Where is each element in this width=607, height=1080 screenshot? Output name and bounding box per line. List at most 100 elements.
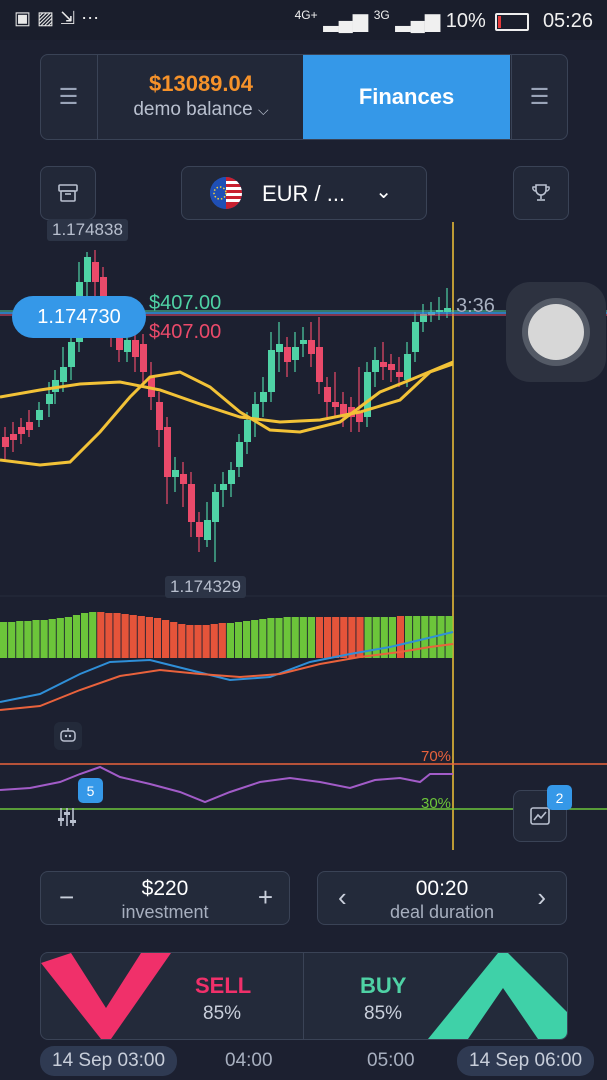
histogram-bar (202, 625, 210, 658)
candle-body (2, 437, 9, 447)
joystick-knob[interactable] (528, 304, 584, 360)
status-right: 4G+ ▂▄▆ 3G ▂▄▆ 10% 05:26 (295, 8, 593, 33)
duration-value[interactable]: 00:20 (415, 877, 469, 900)
buy-button[interactable]: BUY 85% (303, 953, 567, 1039)
chevron-down-icon: ⌵ (258, 102, 269, 118)
battery-percent: 10% (445, 10, 486, 32)
investment-control: − $220 investment + (40, 871, 290, 925)
finances-button[interactable]: Finances (303, 55, 510, 139)
candle-body (212, 492, 219, 522)
tournaments-button[interactable] (513, 166, 569, 220)
side-menu-button[interactable]: ☰ (511, 55, 567, 139)
histogram-bar (299, 617, 307, 658)
histogram-bar (275, 618, 283, 658)
histogram-bar (364, 617, 372, 658)
countdown-timer: 3:36 (456, 295, 495, 317)
candle-body (356, 412, 363, 422)
candle-body (260, 392, 267, 402)
investment-value[interactable]: $220 (141, 877, 189, 900)
candle-body (156, 402, 163, 430)
histogram-bar (178, 624, 186, 658)
candle-body (68, 342, 75, 367)
indicators-button[interactable] (44, 800, 90, 834)
candle-body (52, 380, 59, 392)
decrease-duration-button[interactable]: ‹ (338, 882, 347, 912)
down-payout: $407.00 (149, 321, 222, 343)
histogram-bar (24, 621, 32, 658)
chevron-down-icon: ⌄ (375, 181, 392, 203)
candle-body (412, 322, 419, 352)
signal-icon: ▂▄▆ (323, 10, 369, 32)
rsi-lower-label: 30% (421, 795, 452, 812)
time-label-2: 04:00 (225, 1050, 273, 1071)
buy-percent: 85% (364, 1003, 403, 1024)
time-label-start: 14 Sep 03:00 (40, 1046, 178, 1076)
histogram-bar (307, 617, 315, 658)
time-label-3: 05:00 (367, 1050, 415, 1071)
eu-us-flag-icon (210, 177, 242, 209)
candle-body (364, 372, 371, 417)
sell-arrow-icon (41, 953, 171, 1039)
histogram-bar (413, 616, 421, 658)
histogram-bar (291, 617, 299, 658)
chart-tools-icon (530, 807, 550, 825)
current-price-badge: 1.174730 (12, 296, 146, 338)
histogram-bar (218, 623, 226, 658)
low-price-label: 1.174329 (165, 576, 246, 598)
histogram-bar (315, 617, 324, 658)
candle-body (180, 474, 187, 484)
menu-button[interactable]: ☰ (41, 55, 96, 139)
candle-body (220, 484, 227, 490)
rsi-upper-label: 70% (421, 748, 452, 765)
sliders-icon (58, 808, 76, 826)
histogram-bar (8, 622, 16, 658)
time-axis: 14 Sep 03:00 04:00 05:00 14 Sep 06:00 (0, 1043, 607, 1080)
candle-body (196, 522, 203, 537)
assets-box-button[interactable] (40, 166, 96, 220)
buy-arrow-icon (428, 953, 567, 1039)
histogram-bar (332, 617, 340, 658)
histogram-bar (170, 622, 178, 658)
histogram-bar (437, 616, 445, 658)
candle-body (18, 427, 25, 434)
histogram-bar (16, 621, 24, 658)
histogram-bar (259, 619, 267, 658)
histogram-bar (405, 616, 413, 658)
histogram-bar (267, 618, 275, 658)
indicator-settings-button[interactable] (54, 722, 82, 750)
candle-body (300, 340, 307, 344)
battery-icon (495, 12, 530, 31)
status-left-icons: ▣▨⇲⋯ (14, 8, 105, 29)
candle-body (284, 347, 291, 362)
candle-body (388, 364, 395, 370)
increase-investment-button[interactable]: + (257, 882, 273, 912)
histogram-bar (243, 621, 251, 658)
clock: 05:26 (542, 10, 593, 32)
histogram-bar (234, 622, 243, 658)
candle-body (252, 404, 259, 420)
candle-body (404, 354, 411, 380)
balance-selector[interactable]: $13089.04 demo balance ⌵ (97, 55, 304, 139)
high-price-label: 1.174838 (47, 219, 128, 241)
candle-body (60, 367, 67, 382)
up-payout: $407.00 (149, 292, 222, 314)
joystick-control[interactable] (506, 282, 606, 382)
candle-body (380, 362, 387, 367)
candle-body (132, 340, 139, 357)
sell-label: SELL (195, 973, 252, 998)
moving-average-line-2 (0, 360, 454, 467)
account-bar: ☰ $13089.04 demo balance ⌵ Finances ☰ (40, 54, 568, 140)
candle-body (396, 372, 403, 377)
asset-selector[interactable]: EUR / ... ⌄ (181, 166, 427, 220)
histogram-bar (153, 618, 162, 658)
decrease-investment-button[interactable]: − (59, 882, 75, 912)
notification-icon: ▣ (14, 8, 38, 28)
histogram-bar (32, 620, 40, 658)
histogram-bar (356, 617, 364, 658)
candle-body (444, 308, 451, 312)
increase-duration-button[interactable]: › (537, 882, 546, 912)
sell-button[interactable]: SELL 85% (41, 953, 303, 1039)
histogram-bar (372, 617, 380, 658)
balance-label: demo balance ⌵ (133, 99, 269, 120)
histogram-bar (396, 616, 405, 658)
